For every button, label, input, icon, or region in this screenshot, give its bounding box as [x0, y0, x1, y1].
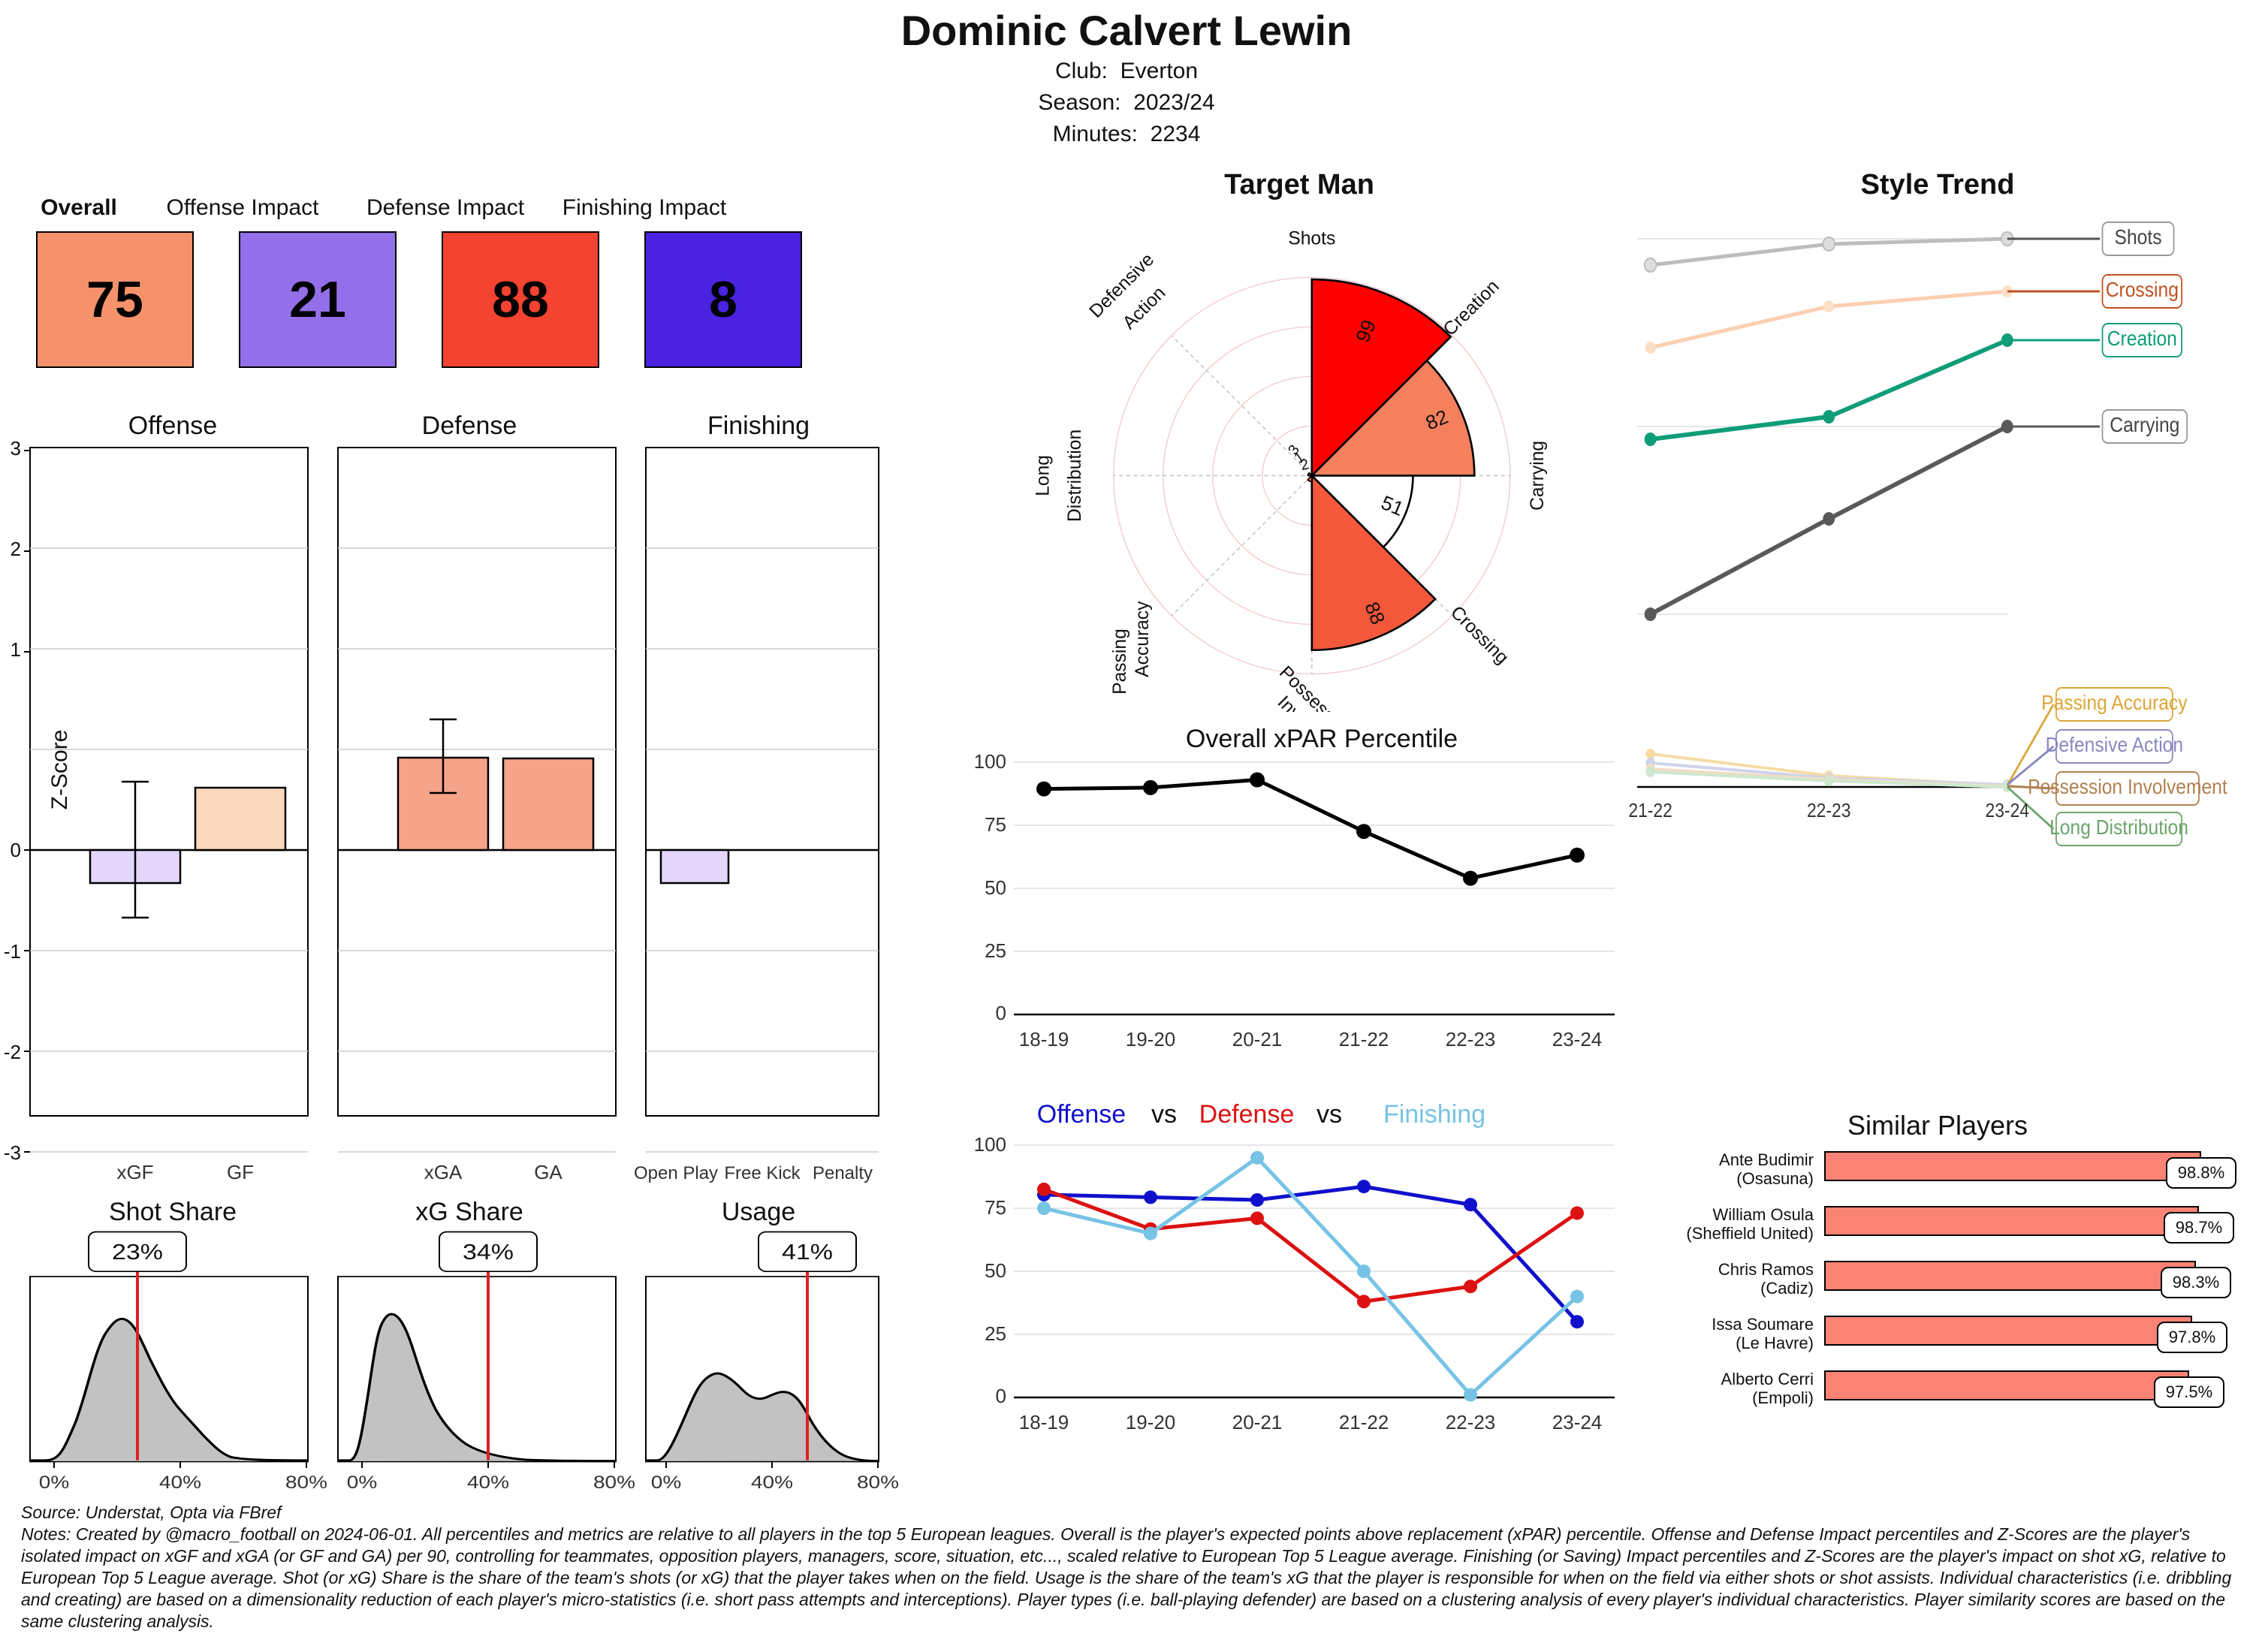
- svg-text:-2: -2: [4, 1041, 21, 1063]
- svg-text:97.8%: 97.8%: [2169, 1328, 2215, 1346]
- svg-text:Accuracy: Accuracy: [1133, 601, 1153, 677]
- svg-text:Shot Share: Shot Share: [109, 1198, 237, 1226]
- svg-text:21-22: 21-22: [1339, 1411, 1389, 1433]
- svg-text:vs: vs: [1151, 1100, 1177, 1129]
- svg-text:0: 0: [11, 839, 21, 861]
- svg-text:GF: GF: [227, 1161, 254, 1183]
- svg-text:Defense: Defense: [1199, 1100, 1295, 1129]
- svg-text:xG Share: xG Share: [415, 1198, 523, 1226]
- svg-text:2: 2: [11, 538, 21, 560]
- svg-text:50: 50: [985, 1259, 1006, 1282]
- svg-text:(Osasuna): (Osasuna): [1736, 1169, 1814, 1188]
- svg-text:Possession Involvement: Possession Involvement: [2028, 775, 2227, 799]
- svg-text:(Le Havre): (Le Havre): [1736, 1334, 1814, 1352]
- svg-text:0%: 0%: [347, 1472, 377, 1492]
- svg-text:Shots: Shots: [2115, 225, 2162, 249]
- svg-text:40%: 40%: [467, 1472, 509, 1492]
- svg-text:22-23: 22-23: [1446, 1411, 1496, 1433]
- svg-text:19-20: 19-20: [1126, 1028, 1176, 1051]
- svg-text:Free Kick: Free Kick: [724, 1163, 801, 1183]
- svg-text:Crossing: Crossing: [2106, 278, 2179, 302]
- svg-text:80%: 80%: [285, 1472, 327, 1492]
- svg-text:Crossing: Crossing: [1446, 602, 1513, 668]
- svg-text:40%: 40%: [159, 1472, 201, 1492]
- svg-text:Passing: Passing: [1110, 629, 1130, 695]
- svg-text:20-21: 20-21: [1232, 1028, 1283, 1051]
- svg-text:97.5%: 97.5%: [2166, 1382, 2212, 1401]
- svg-text:98.7%: 98.7%: [2176, 1218, 2222, 1237]
- svg-text:98.8%: 98.8%: [2178, 1163, 2224, 1182]
- svg-text:Offense: Offense: [1037, 1100, 1126, 1129]
- svg-text:(Empoli): (Empoli): [1752, 1388, 1814, 1407]
- svg-text:19-20: 19-20: [1126, 1411, 1176, 1433]
- svg-text:75: 75: [985, 813, 1006, 836]
- svg-text:William Osula: William Osula: [1713, 1205, 1814, 1224]
- svg-text:18-19: 18-19: [1019, 1028, 1069, 1051]
- svg-text:Usage: Usage: [722, 1198, 795, 1226]
- svg-text:Carrying: Carrying: [2110, 413, 2179, 437]
- svg-text:0%: 0%: [39, 1472, 69, 1492]
- svg-text:Ante Budimir: Ante Budimir: [1719, 1150, 1814, 1169]
- svg-text:1: 1: [11, 638, 21, 661]
- svg-text:40%: 40%: [751, 1472, 793, 1492]
- svg-text:Finishing: Finishing: [707, 411, 810, 440]
- svg-text:23-24: 23-24: [1986, 800, 2029, 822]
- svg-text:2: 2: [1298, 456, 1310, 474]
- svg-text:xGF: xGF: [116, 1161, 153, 1183]
- svg-text:22-23: 22-23: [1807, 800, 1850, 822]
- svg-text:Offense: Offense: [128, 411, 217, 440]
- svg-text:Carrying: Carrying: [1528, 441, 1548, 511]
- svg-text:Open Play: Open Play: [634, 1163, 718, 1183]
- svg-text:vs: vs: [1317, 1100, 1342, 1129]
- svg-text:34%: 34%: [463, 1239, 514, 1264]
- svg-text:25: 25: [985, 939, 1006, 962]
- svg-text:Passing Accuracy: Passing Accuracy: [2041, 691, 2188, 715]
- svg-text:-1: -1: [4, 940, 21, 963]
- svg-text:Chris Ramos: Chris Ramos: [1718, 1260, 1814, 1279]
- svg-text:Long Distribution: Long Distribution: [2049, 815, 2188, 840]
- svg-text:Creation: Creation: [1440, 276, 1504, 340]
- svg-text:75: 75: [985, 1196, 1006, 1219]
- svg-text:80%: 80%: [593, 1472, 635, 1492]
- svg-text:Defensive Action: Defensive Action: [2046, 733, 2183, 757]
- svg-text:25: 25: [985, 1322, 1006, 1345]
- svg-text:(Cadiz): (Cadiz): [1760, 1279, 1814, 1298]
- svg-text:Long: Long: [1033, 455, 1054, 496]
- svg-text:(Sheffield United): (Sheffield United): [1686, 1224, 1814, 1243]
- svg-text:Defense: Defense: [422, 411, 517, 440]
- svg-text:-3: -3: [4, 1141, 21, 1164]
- svg-text:100: 100: [974, 1133, 1006, 1156]
- svg-text:50: 50: [985, 876, 1006, 899]
- svg-text:23%: 23%: [112, 1239, 163, 1264]
- svg-text:Alberto Cerri: Alberto Cerri: [1721, 1370, 1814, 1388]
- svg-text:20-21: 20-21: [1232, 1411, 1283, 1433]
- svg-text:22-23: 22-23: [1446, 1028, 1496, 1051]
- svg-text:Distribution: Distribution: [1065, 430, 1085, 522]
- svg-text:Issa Soumare: Issa Soumare: [1712, 1315, 1814, 1334]
- svg-text:Overall xPAR Percentile: Overall xPAR Percentile: [1186, 725, 1458, 753]
- svg-text:Finishing: Finishing: [1383, 1100, 1485, 1129]
- svg-text:18-19: 18-19: [1019, 1411, 1069, 1433]
- svg-text:3: 3: [11, 437, 21, 460]
- svg-text:Shots: Shots: [1288, 228, 1335, 249]
- svg-text:80%: 80%: [857, 1472, 899, 1492]
- svg-text:41%: 41%: [782, 1239, 833, 1264]
- svg-text:0: 0: [996, 1385, 1006, 1407]
- svg-text:23-24: 23-24: [1552, 1411, 1603, 1433]
- svg-text:Creation: Creation: [2107, 327, 2177, 351]
- svg-text:100: 100: [974, 750, 1006, 773]
- svg-text:Penalty: Penalty: [813, 1163, 873, 1183]
- svg-text:xGA: xGA: [424, 1161, 463, 1183]
- svg-text:0: 0: [996, 1002, 1006, 1024]
- svg-text:98.3%: 98.3%: [2173, 1273, 2219, 1292]
- svg-text:21-22: 21-22: [1339, 1028, 1389, 1051]
- svg-text:21-22: 21-22: [1628, 800, 1672, 822]
- svg-text:GA: GA: [534, 1161, 562, 1183]
- svg-text:23-24: 23-24: [1552, 1028, 1603, 1051]
- svg-text:0%: 0%: [651, 1472, 681, 1492]
